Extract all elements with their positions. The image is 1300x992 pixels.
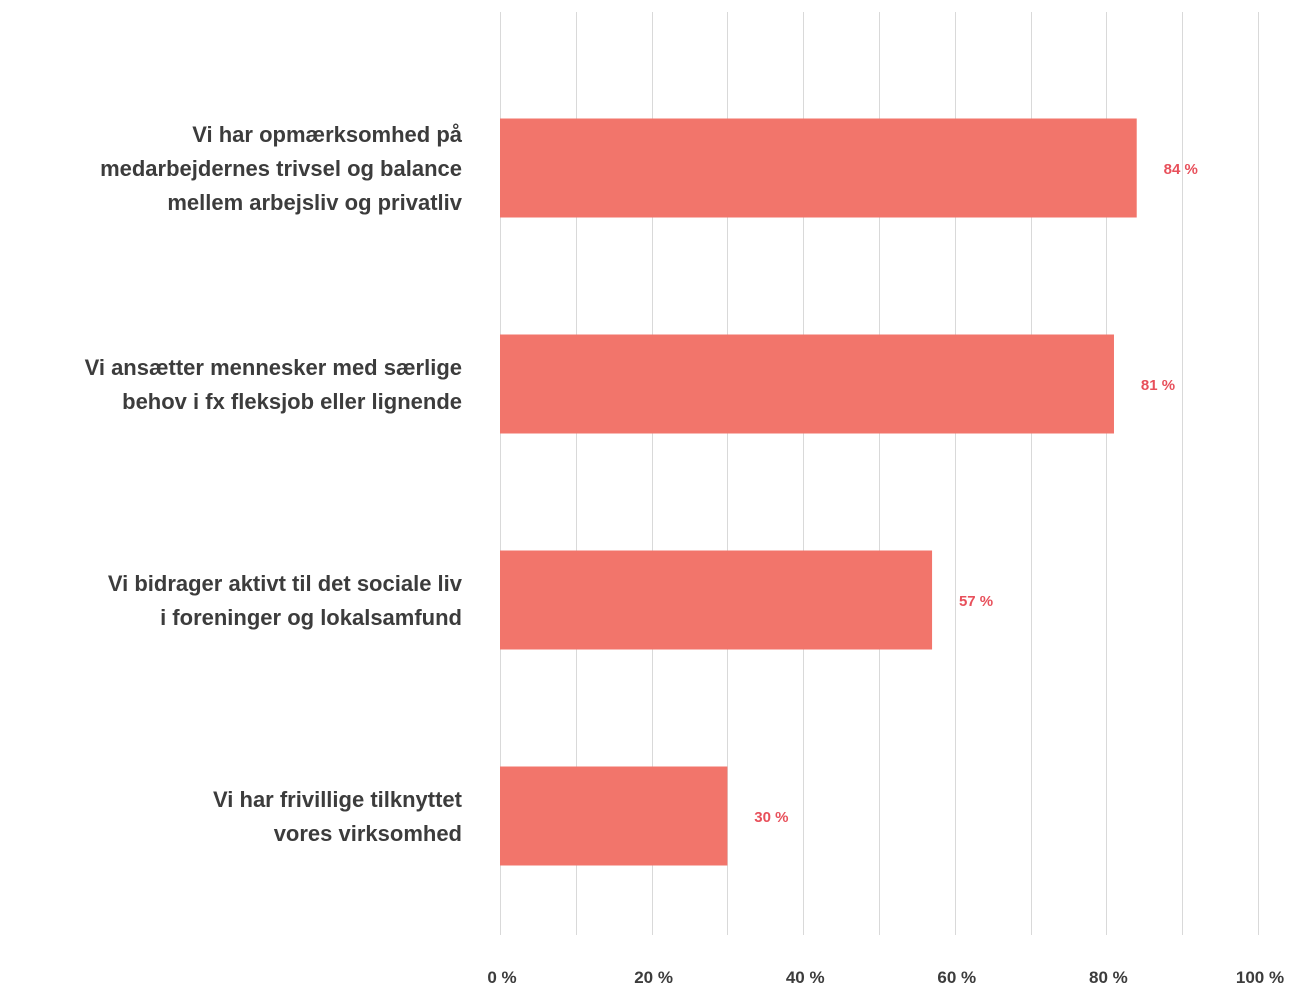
bar — [500, 766, 728, 866]
data-label: 30 % — [754, 809, 788, 826]
category-label: behov i fx fleksjob eller lignende — [122, 389, 462, 414]
category-label: mellem arbejsliv og privatliv — [167, 190, 462, 215]
category-label: Vi har frivillige tilknyttet — [213, 787, 463, 812]
x-tick-label: 80 % — [1089, 968, 1128, 987]
category-label: vores virksomhed — [274, 821, 462, 846]
data-label: 81 % — [1141, 377, 1175, 394]
bar — [500, 550, 933, 650]
category-label: medarbejdernes trivsel og balance — [100, 156, 462, 181]
category-label: Vi har opmærksomhed på — [192, 122, 463, 147]
category-label: Vi bidrager aktivt til det sociale liv — [108, 571, 463, 596]
x-tick-label: 100 % — [1236, 968, 1284, 987]
bar — [500, 334, 1114, 434]
data-label: 84 % — [1164, 161, 1198, 178]
x-tick-label: 0 % — [487, 968, 516, 987]
data-labels: 84 % 81 % 57 % 30 % — [754, 161, 1198, 826]
x-tick-label: 60 % — [937, 968, 976, 987]
data-label: 57 % — [959, 593, 993, 610]
bars — [500, 118, 1137, 866]
x-tick-label: 20 % — [634, 968, 673, 987]
x-tick-label: 40 % — [786, 968, 825, 987]
bar — [500, 118, 1137, 218]
category-label: i foreninger og lokalsamfund — [160, 605, 462, 630]
x-axis-tick-labels: 0 % 20 % 40 % 60 % 80 % 100 % — [487, 968, 1284, 987]
category-label: Vi ansætter mennesker med særlige — [85, 355, 462, 380]
category-labels: Vi har opmærksomhed på medarbejdernes tri… — [85, 122, 463, 846]
